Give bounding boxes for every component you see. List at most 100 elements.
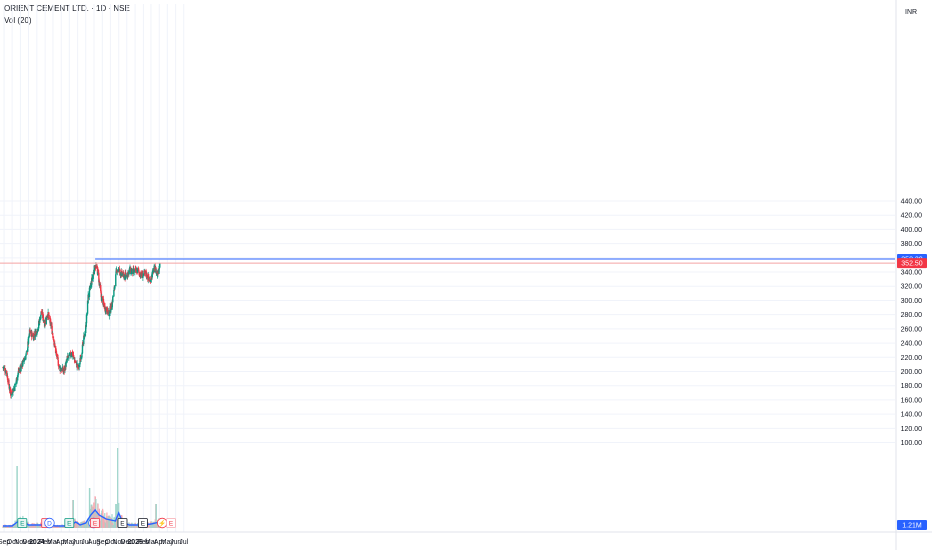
dividend-marker[interactable]: D — [44, 517, 55, 529]
current-price-tag: 352.50 — [897, 258, 927, 269]
candle-body — [131, 268, 133, 272]
svg-text:D: D — [47, 520, 52, 527]
candle-body — [118, 268, 120, 270]
volume-bar — [151, 522, 154, 528]
volume-bar — [116, 515, 118, 528]
candle-body — [14, 384, 16, 392]
volume-bar — [95, 498, 97, 528]
time-tick-label: 2024 — [29, 539, 45, 546]
volume-bar — [27, 525, 30, 528]
time-tick-label: May — [63, 539, 77, 546]
candle-body — [114, 286, 116, 288]
volume-bar — [86, 521, 88, 528]
candle-body — [39, 317, 41, 323]
candle-body — [119, 273, 122, 276]
candle-body — [40, 311, 43, 314]
volume-bar — [87, 518, 89, 528]
time-axis[interactable]: SepOctNovDec2024FebMarAprMayJunJulAugSep… — [0, 531, 932, 546]
svg-text:E: E — [120, 520, 125, 527]
earnings-marker[interactable]: E — [17, 518, 28, 528]
candle-body — [7, 380, 9, 383]
svg-text:⚡: ⚡ — [158, 519, 166, 527]
volume-bar — [74, 520, 77, 528]
candle-body — [116, 270, 118, 272]
candle-body — [46, 316, 49, 318]
time-tick-label: Oct — [105, 539, 116, 546]
earnings-marker[interactable]: E — [166, 518, 176, 528]
candle-body — [37, 328, 39, 331]
volume-bar — [117, 448, 119, 528]
price-tick-label: 440.00 — [901, 198, 923, 205]
earnings-marker[interactable]: E — [137, 518, 148, 528]
svg-text:E: E — [141, 520, 146, 527]
price-tick-label: 220.00 — [901, 355, 923, 362]
candle-body — [56, 353, 58, 357]
volume-indicator-label[interactable]: Vol (20) — [4, 16, 32, 25]
candle-body — [71, 351, 74, 357]
candle-body — [147, 274, 150, 279]
candle-body — [42, 320, 45, 322]
volume-bar — [148, 523, 150, 528]
price-tick-label: 100.00 — [901, 440, 923, 447]
volume-bar — [82, 521, 84, 528]
candle-body — [31, 334, 33, 337]
earnings-marker[interactable]: E — [90, 518, 100, 528]
volume-bar — [106, 512, 108, 528]
volume-bar — [112, 524, 114, 528]
candle-body — [91, 277, 94, 281]
price-tick-label: 120.00 — [901, 426, 923, 433]
candle-body — [101, 296, 103, 302]
candle-body — [35, 331, 37, 335]
volume-bar — [12, 526, 15, 528]
candle-body — [57, 364, 60, 367]
candle-body — [136, 268, 139, 273]
time-tick-label: Jun — [170, 539, 181, 546]
price-tick-label: 140.00 — [901, 412, 923, 419]
candle-body — [20, 365, 22, 372]
candle-body — [9, 387, 12, 394]
candle-body — [106, 307, 109, 314]
symbol-title[interactable]: ORIENT CEMENT LTD. · 1D · NSE — [4, 4, 130, 13]
currency-label[interactable]: INR — [905, 9, 917, 16]
earnings-marker[interactable]: E — [117, 518, 128, 528]
volume-bar — [78, 524, 80, 528]
volume-bar — [150, 524, 152, 528]
candle-body — [146, 273, 148, 278]
candle-body — [85, 314, 88, 324]
candle-body — [108, 314, 111, 317]
candle-body — [159, 263, 161, 268]
volume-bar — [155, 504, 157, 528]
volume-bar — [7, 526, 9, 528]
time-tick-label: Mar — [47, 539, 60, 546]
time-tick-label: Oct — [7, 539, 18, 546]
candle-body — [95, 266, 97, 267]
candle-body — [112, 296, 114, 298]
event-marker[interactable]: ⚡ — [157, 517, 168, 529]
candle-body — [18, 369, 20, 371]
volume-bar — [133, 524, 135, 528]
time-tick-label: Sep — [96, 539, 109, 546]
volume-bar — [59, 526, 62, 528]
price-tick-label: 240.00 — [901, 341, 923, 348]
candle-body — [81, 353, 83, 358]
volume-bar — [129, 523, 131, 528]
candle-body — [61, 366, 64, 370]
candle-body — [144, 270, 146, 274]
candle-body — [133, 269, 135, 273]
candle-body — [51, 326, 53, 334]
candle-body — [110, 304, 112, 310]
candle-body — [88, 287, 91, 297]
candle-body — [86, 314, 88, 316]
candle-body — [153, 266, 155, 270]
volume-bar — [89, 488, 91, 528]
candle-body — [151, 270, 154, 273]
volume-bar — [101, 510, 103, 528]
price-axis[interactable]: INR 100.00 120.00 140.00 160.00 180.00 200.00 2… — [895, 0, 927, 550]
candle-body — [53, 338, 55, 342]
time-tick-label: Nov — [14, 539, 27, 546]
candle-body — [97, 268, 99, 273]
candle-body — [157, 271, 159, 274]
candle-body — [78, 365, 80, 367]
earnings-marker[interactable]: E — [64, 518, 75, 528]
